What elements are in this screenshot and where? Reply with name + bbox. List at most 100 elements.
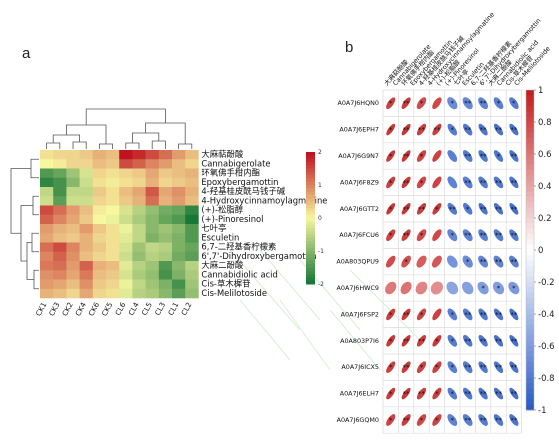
heatmap-cell bbox=[66, 279, 80, 290]
significance-mark: ** bbox=[495, 205, 503, 213]
correlation-ellipse bbox=[493, 255, 504, 268]
correlation-ellipse bbox=[385, 281, 397, 295]
heatmap-cell bbox=[158, 251, 173, 262]
correlation-ellipse bbox=[493, 150, 504, 162]
correlation-ellipse bbox=[401, 387, 411, 400]
correlation-ellipse bbox=[386, 414, 396, 426]
significance-mark: ** bbox=[418, 390, 426, 398]
heatmap-row-label: Epoxybergamottin bbox=[201, 177, 278, 187]
heatmap-cell bbox=[106, 279, 120, 290]
colorbar-segment bbox=[306, 204, 315, 209]
correlation-ellipse bbox=[493, 202, 504, 215]
significance-mark: ** bbox=[480, 100, 488, 108]
heatmap-cell bbox=[106, 233, 120, 243]
correlation-ellipse bbox=[401, 150, 411, 162]
heatmap-row-label: Cis-草木樨苷 bbox=[201, 279, 250, 289]
heatmap-cell bbox=[40, 279, 54, 290]
correlation-ellipse bbox=[493, 308, 504, 321]
correlation-row-label: A0A7J6ELH7 bbox=[340, 390, 379, 398]
colorbar-segment bbox=[306, 257, 315, 262]
colorbar-segment bbox=[526, 106, 534, 112]
heatmap-cell bbox=[92, 270, 107, 280]
correlation-ellipse bbox=[447, 97, 458, 110]
correlation-ellipse bbox=[432, 308, 442, 321]
heatmap-cell bbox=[106, 251, 120, 262]
correlation-ellipse bbox=[386, 387, 396, 400]
correlation-ellipse bbox=[401, 97, 411, 109]
colorbar-segment bbox=[526, 394, 534, 400]
correlation-ellipse bbox=[509, 361, 519, 374]
heatmap-cell bbox=[132, 242, 146, 253]
heatmap-cell bbox=[145, 270, 160, 280]
colorbar-segment bbox=[306, 224, 315, 229]
colorbar-segment bbox=[526, 202, 534, 208]
correlation-ellipse bbox=[432, 97, 442, 110]
colorbar-segment bbox=[526, 111, 534, 118]
heatmap-cell bbox=[66, 242, 80, 253]
correlation-row-label: A0A7J6FCU6 bbox=[339, 231, 379, 239]
heatmap-cell bbox=[132, 261, 146, 271]
correlation-ellipse bbox=[509, 229, 519, 242]
colorbar-segment bbox=[526, 212, 534, 219]
heatmap-cell bbox=[185, 177, 199, 188]
heatmap-cell bbox=[53, 196, 67, 206]
heatmap-cell bbox=[132, 288, 146, 299]
heatmap-cell bbox=[172, 187, 186, 197]
watermark-graphic bbox=[229, 249, 421, 371]
significance-mark: ** bbox=[480, 417, 488, 425]
colorbar-segment bbox=[526, 90, 534, 96]
heatmap-cell bbox=[185, 205, 199, 216]
correlation-ellipse bbox=[401, 255, 411, 268]
significance-mark: ** bbox=[403, 232, 411, 240]
colorbar-segment bbox=[526, 223, 534, 230]
significance-mark: ** bbox=[480, 126, 488, 134]
significance-mark: * bbox=[389, 126, 393, 134]
colorbar-segment bbox=[526, 191, 534, 198]
colorbar-segment bbox=[526, 255, 534, 262]
heatmap-cell bbox=[172, 270, 186, 280]
heatmap-cell bbox=[53, 214, 67, 225]
correlation-ellipse bbox=[447, 123, 458, 136]
colorbar-segment bbox=[526, 404, 534, 411]
heatmap-cell bbox=[119, 196, 133, 206]
correlation-ellipse bbox=[463, 387, 473, 400]
heatmap-cell bbox=[145, 214, 160, 225]
correlation-ellipse bbox=[432, 335, 442, 347]
correlation-ellipse bbox=[462, 229, 473, 242]
colorbar-segment bbox=[526, 196, 534, 203]
correlation-ellipse bbox=[447, 334, 458, 347]
heatmap-row-label: Cis-Melilotoside bbox=[201, 288, 267, 298]
heatmap-cell bbox=[132, 205, 146, 216]
heatmap-cell bbox=[79, 233, 94, 243]
heatmap-cell bbox=[53, 150, 67, 160]
correlation-ellipse bbox=[509, 203, 519, 215]
panel-a-heatmap: 大麻萜酚酸Cannabigerolate环氧佛手柑内酯Epoxybergamot… bbox=[10, 108, 327, 318]
heatmap-cell bbox=[119, 279, 133, 290]
colorbar-segment bbox=[306, 178, 315, 183]
colorbar-segment bbox=[526, 356, 534, 363]
heatmap-cell bbox=[106, 261, 120, 271]
colorbar-segment bbox=[306, 181, 315, 186]
heatmap-cell bbox=[53, 168, 67, 179]
significance-mark: * bbox=[420, 311, 424, 319]
significance-mark: ** bbox=[510, 153, 518, 161]
correlation-ellipse bbox=[478, 334, 488, 347]
heatmap-cell bbox=[172, 251, 186, 262]
colorbar-segment bbox=[526, 239, 534, 246]
significance-mark: ** bbox=[510, 311, 518, 319]
heatmap-row-label: 4-Hydroxycinnamoylagmatine bbox=[201, 195, 327, 205]
significance-mark: * bbox=[435, 390, 439, 398]
significance-mark: ** bbox=[510, 390, 518, 398]
significance-mark: ** bbox=[464, 179, 472, 187]
heatmap-cell bbox=[66, 261, 80, 271]
colorbar-segment bbox=[526, 282, 534, 288]
colorbar-segment bbox=[526, 372, 534, 379]
heatmap-cell bbox=[53, 187, 67, 197]
colorbar-segment bbox=[306, 247, 315, 252]
heatmap-row-label: Cannabidiolic acid bbox=[201, 269, 277, 279]
significance-mark: * bbox=[497, 100, 501, 108]
heatmap-cell bbox=[106, 205, 120, 216]
heatmap-cell bbox=[92, 177, 107, 188]
significance-mark: ** bbox=[480, 258, 488, 266]
